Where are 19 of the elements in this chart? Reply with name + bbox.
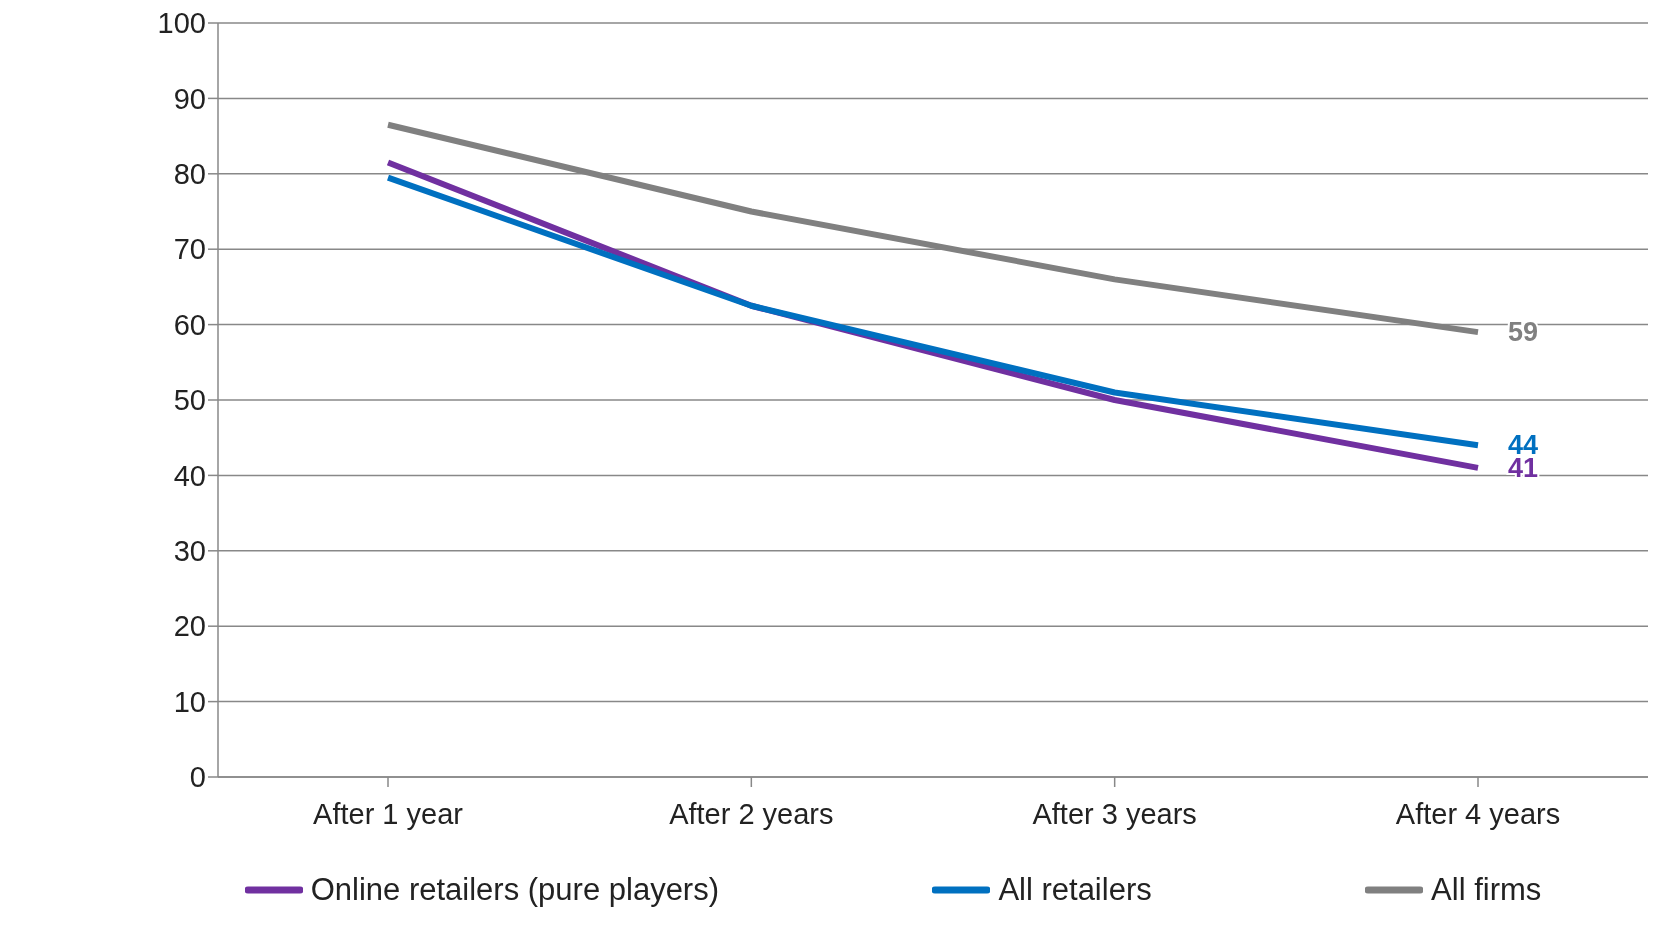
y-tick-label: 0 [189,761,206,794]
y-tick-label: 100 [157,7,206,40]
x-tick-label: After 3 years [1032,797,1197,830]
x-tick-label: After 2 years [669,797,834,830]
y-tick-label: 60 [173,308,206,341]
x-tick-label: After 4 years [1395,797,1561,830]
y-tick-label: 40 [173,459,206,492]
y-tick-label: 80 [173,158,206,191]
y-tick-label: 30 [173,535,206,568]
legend-label: All firms [1430,872,1542,908]
y-tick-label: 90 [173,82,206,115]
x-tick-label: After 1 year [313,797,464,830]
legend-label: All retailers [997,872,1152,908]
y-tick-label: 50 [173,384,206,417]
y-tick-label: 70 [173,233,206,266]
legend-label: Online retailers (pure players) [309,872,720,908]
data-label: 59 [1508,317,1539,348]
y-tick-label: 10 [173,685,206,718]
y-tick-label: 20 [173,610,206,643]
